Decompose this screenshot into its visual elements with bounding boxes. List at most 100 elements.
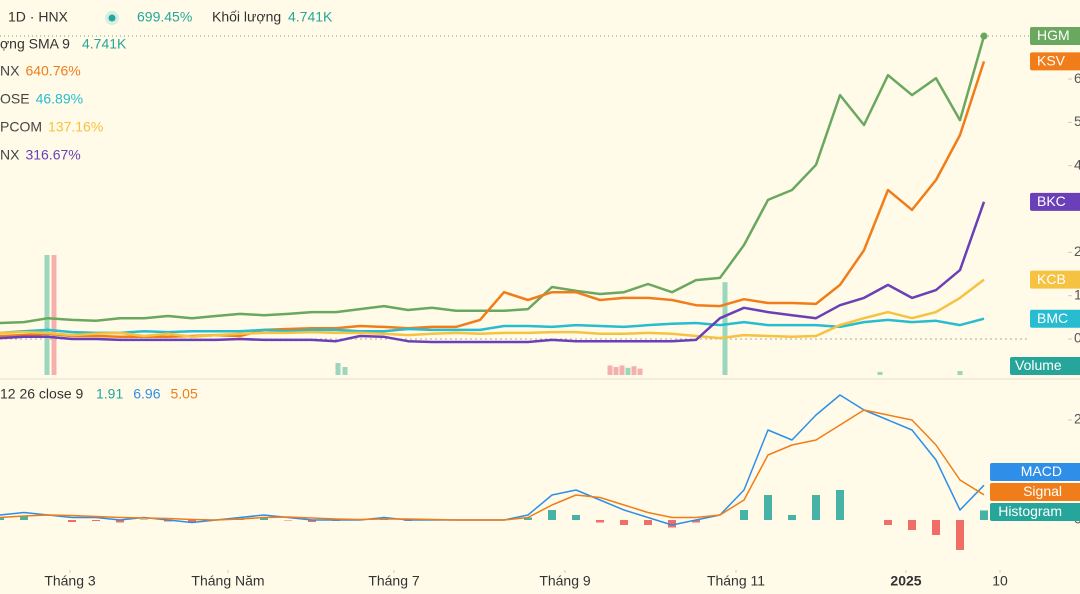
- histogram-bar: [668, 520, 676, 528]
- volume-sma-value: 4.741K: [82, 36, 127, 52]
- y-tick-label: 20: [1074, 411, 1080, 427]
- volume-bar: [607, 365, 613, 375]
- histogram-bar: [20, 516, 28, 520]
- series-line: [0, 61, 986, 339]
- volume-bar: [957, 371, 963, 375]
- x-tick-label: Tháng 11: [707, 573, 765, 589]
- volume-sma-label: ợng SMA 9: [0, 36, 70, 52]
- y-tick-label: 600%: [1074, 70, 1080, 86]
- volume-value: 4.741K: [288, 9, 333, 25]
- main-change: 699.45%: [137, 9, 192, 25]
- badge: [1030, 52, 1080, 71]
- histogram-bar: [644, 520, 652, 525]
- histogram-bar: [956, 520, 964, 550]
- histogram-bar: [188, 520, 196, 523]
- badge-label: BMC: [1037, 310, 1068, 326]
- legend-value: 640.76%: [25, 63, 80, 79]
- symbol: 1D · HNX: [8, 9, 69, 25]
- badge: [1030, 192, 1080, 211]
- series-line: [0, 409, 985, 521]
- badge-label: Histogram: [998, 503, 1062, 519]
- volume-bar: [631, 366, 637, 375]
- volume-bar: [619, 365, 625, 375]
- histogram-bar: [620, 520, 628, 525]
- badge-label: Signal: [1023, 483, 1062, 499]
- y-tick-label: 0%: [1074, 330, 1080, 346]
- volume-bar: [877, 371, 883, 375]
- histogram-bar: [596, 520, 604, 523]
- legend-value: 46.89%: [36, 91, 83, 107]
- legend-label: OSE: [0, 91, 30, 107]
- volume-label: Khối lượng: [212, 9, 281, 25]
- volume-bar: [51, 255, 57, 375]
- x-tick-label: Tháng 3: [44, 573, 96, 589]
- histogram-bar: [116, 520, 124, 523]
- histogram-bar: [980, 510, 988, 520]
- y-tick-label: 500%: [1074, 113, 1080, 129]
- histogram-bar: [548, 510, 556, 520]
- y-tick-label: 100%: [1074, 286, 1080, 302]
- histogram-bar: [572, 515, 580, 520]
- histogram-bar: [932, 520, 940, 535]
- y-tick-label: 200%: [1074, 243, 1080, 259]
- badge-label: MACD: [1021, 463, 1062, 479]
- status-dot: [108, 14, 116, 22]
- series-line: [0, 317, 985, 335]
- badge: [1010, 357, 1080, 375]
- legend-label: NX: [0, 63, 20, 79]
- histogram-bar: [524, 517, 532, 520]
- histogram-bar: [308, 520, 316, 522]
- volume-bar: [335, 363, 341, 375]
- histogram-bar: [788, 515, 796, 520]
- histogram-bar: [68, 520, 76, 522]
- indicator-value: 6.96: [133, 386, 160, 402]
- histogram-bar: [260, 517, 268, 520]
- volume-bar: [342, 367, 348, 375]
- legend-label: NX: [0, 147, 20, 163]
- histogram-bar: [0, 517, 4, 520]
- indicator-value: 5.05: [171, 386, 198, 402]
- volume-bar: [44, 255, 50, 375]
- series-line: [0, 35, 986, 325]
- series-line: [0, 201, 986, 344]
- badge-label: HGM: [1037, 27, 1070, 43]
- badge: [1030, 309, 1080, 328]
- badge-label: BKC: [1037, 193, 1066, 209]
- x-tick-label: 2025: [890, 573, 921, 589]
- badge: [1030, 26, 1080, 45]
- histogram-bar: [740, 510, 748, 520]
- histogram-bar: [140, 519, 148, 520]
- histogram-bar: [284, 520, 292, 521]
- histogram-bar: [908, 520, 916, 530]
- x-tick-label: Tháng 7: [368, 573, 420, 589]
- badge: [990, 503, 1080, 521]
- badge-label: KSV: [1037, 53, 1066, 69]
- badge: [990, 463, 1080, 481]
- y-tick-label: 400%: [1074, 156, 1080, 172]
- legend-label: PCOM: [0, 119, 42, 135]
- volume-bar: [637, 368, 643, 375]
- macd-params: 12 26 close 9: [0, 386, 83, 402]
- legend-value: 137.16%: [48, 119, 103, 135]
- badge-label: Volume: [1015, 357, 1062, 373]
- x-tick-label: 10: [992, 573, 1008, 589]
- volume-bar: [625, 367, 631, 375]
- histogram-bar: [884, 520, 892, 525]
- histogram-bar: [92, 520, 100, 521]
- series-line: [0, 278, 985, 340]
- x-tick-label: Tháng 9: [539, 573, 591, 589]
- badge-label: KCB: [1037, 271, 1066, 287]
- indicator-value: 1.91: [96, 386, 123, 402]
- last-point: [980, 32, 988, 40]
- x-tick-label: Tháng Năm: [191, 573, 264, 589]
- badge: [990, 483, 1080, 501]
- histogram-bar: [764, 495, 772, 520]
- volume-bar: [613, 367, 619, 375]
- histogram-bar: [692, 520, 700, 523]
- volume-bar: [722, 282, 728, 375]
- legend-value: 316.67%: [25, 147, 80, 163]
- histogram-bar: [836, 490, 844, 520]
- histogram-bar: [812, 495, 820, 520]
